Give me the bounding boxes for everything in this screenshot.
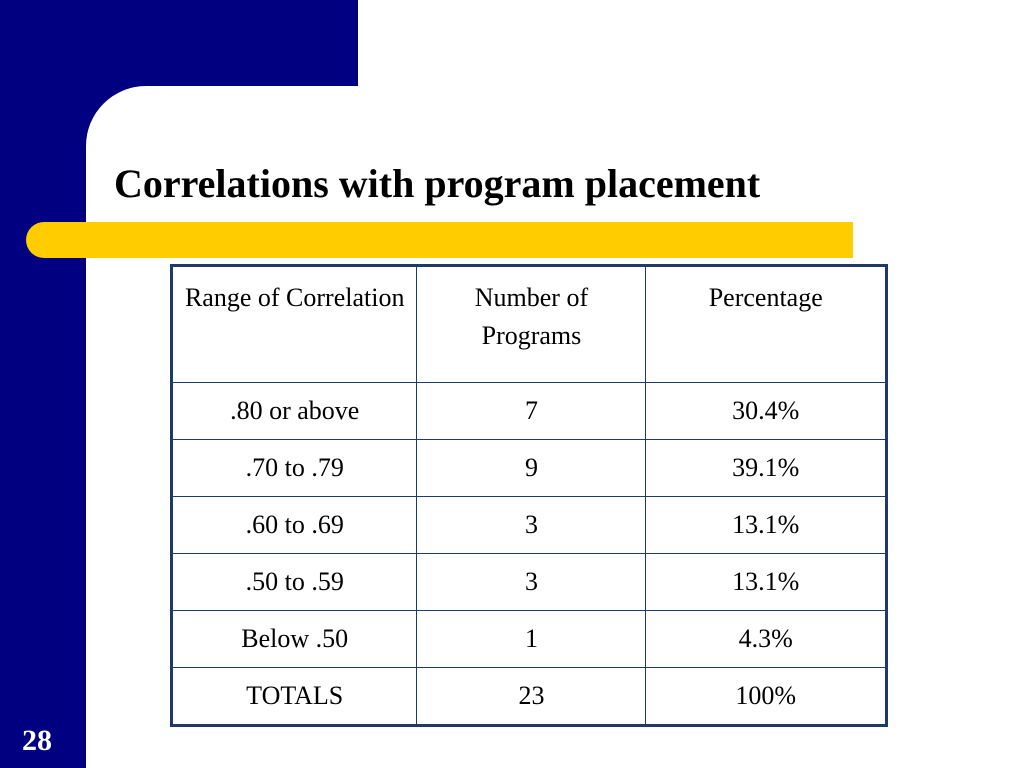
cell-number: 3 bbox=[416, 553, 647, 611]
title-underline-bar bbox=[26, 222, 853, 258]
cell-number: 23 bbox=[416, 667, 647, 726]
table-row: .50 to .59 3 13.1% bbox=[170, 553, 887, 611]
cell-range: .80 or above bbox=[170, 382, 418, 440]
cell-percentage: 13.1% bbox=[645, 553, 887, 611]
cell-number: 1 bbox=[416, 610, 647, 668]
correlation-table: Range of Correlation Number of Programs … bbox=[170, 264, 888, 727]
cell-range: TOTALS bbox=[170, 667, 418, 726]
cell-number: 3 bbox=[416, 496, 647, 554]
cell-range: .50 to .59 bbox=[170, 553, 418, 611]
cell-percentage: 13.1% bbox=[645, 496, 887, 554]
left-frame-bar bbox=[0, 0, 86, 768]
table-row: .60 to .69 3 13.1% bbox=[170, 496, 887, 554]
cell-percentage: 39.1% bbox=[645, 439, 887, 497]
cell-percentage: 30.4% bbox=[645, 382, 887, 440]
table-totals-row: TOTALS 23 100% bbox=[170, 667, 887, 726]
top-frame-bar bbox=[0, 0, 358, 86]
cell-percentage: 100% bbox=[645, 667, 887, 726]
cell-range: Below .50 bbox=[170, 610, 418, 668]
header-range: Range of Correlation bbox=[170, 265, 418, 383]
page-number: 28 bbox=[22, 724, 52, 757]
table-row: Below .50 1 4.3% bbox=[170, 610, 887, 668]
table-row: .80 or above 7 30.4% bbox=[170, 382, 887, 440]
cell-range: .70 to .79 bbox=[170, 439, 418, 497]
cell-number: 9 bbox=[416, 439, 647, 497]
cell-percentage: 4.3% bbox=[645, 610, 887, 668]
table-row: .70 to .79 9 39.1% bbox=[170, 439, 887, 497]
table-header-row: Range of Correlation Number of Programs … bbox=[170, 265, 887, 383]
cell-number: 7 bbox=[416, 382, 647, 440]
header-number: Number of Programs bbox=[416, 265, 647, 383]
cell-range: .60 to .69 bbox=[170, 496, 418, 554]
header-percentage: Percentage bbox=[645, 265, 887, 383]
slide-title: Correlations with program placement bbox=[114, 161, 761, 206]
